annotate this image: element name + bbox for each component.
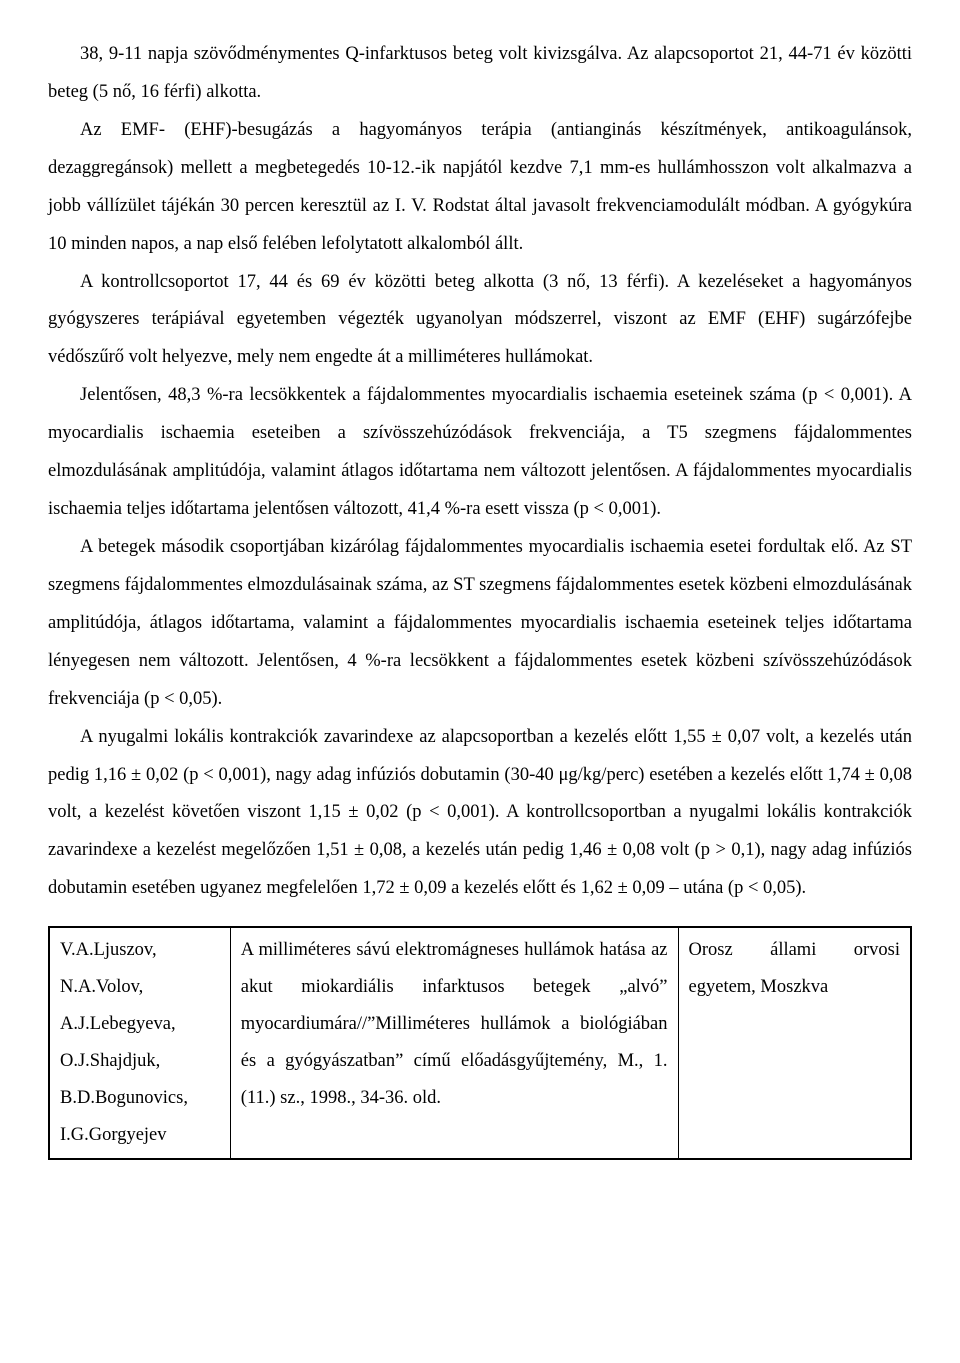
cell-affiliation: Orosz állami orvosi egyetem, Moszkva bbox=[678, 928, 910, 1159]
cell-authors: V.A.Ljuszov, N.A.Volov, A.J.Lebegyeva, O… bbox=[50, 928, 231, 1159]
paragraph-4: Jelentősen, 48,3 %-ra lecsökkentek a fáj… bbox=[48, 377, 912, 529]
paragraph-6: A nyugalmi lokális kontrakciók zavarinde… bbox=[48, 719, 912, 909]
cell-title: A milliméteres sávú elektromágneses hull… bbox=[230, 928, 678, 1159]
paragraph-2: Az EMF- (EHF)-besugázás a hagyományos te… bbox=[48, 112, 912, 264]
paragraph-5: A betegek második csoportjában kizárólag… bbox=[48, 529, 912, 719]
reference-table: V.A.Ljuszov, N.A.Volov, A.J.Lebegyeva, O… bbox=[48, 926, 912, 1160]
table-row: V.A.Ljuszov, N.A.Volov, A.J.Lebegyeva, O… bbox=[50, 928, 911, 1159]
paragraph-1: 38, 9-11 napja szövődménymentes Q-infark… bbox=[48, 36, 912, 112]
paragraph-3: A kontrollcsoportot 17, 44 és 69 év közö… bbox=[48, 264, 912, 378]
